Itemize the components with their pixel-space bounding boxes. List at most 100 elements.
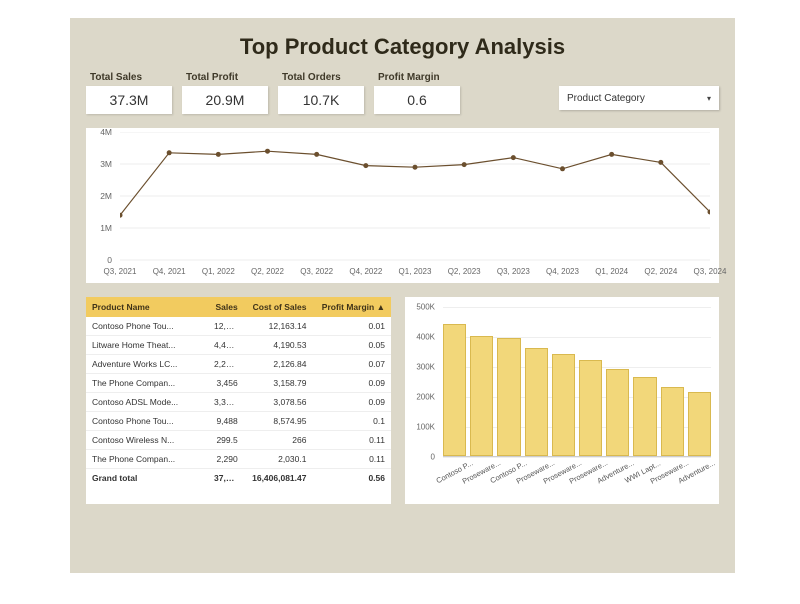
- bar-y-tick-label: 500K: [416, 303, 435, 312]
- top-products-bar-chart[interactable]: 0 100K 200K 300K 400K 500K Contoso P...Prosew…: [405, 297, 719, 504]
- x-tick-label: Q1, 2024: [595, 267, 628, 276]
- table-cell: 0.09: [312, 374, 391, 393]
- bar[interactable]: [552, 354, 575, 456]
- table-cell: 0.07: [312, 355, 391, 374]
- table-cell: 0.05: [312, 336, 391, 355]
- table-header[interactable]: Product Name: [86, 297, 208, 317]
- table-cell: 2,126.84: [244, 355, 313, 374]
- table-header[interactable]: Profit Margin ▲: [312, 297, 391, 317]
- bar[interactable]: [579, 360, 602, 456]
- table-cell: 299.5: [208, 431, 244, 450]
- table-header[interactable]: Sales: [208, 297, 244, 317]
- y-tick-label: 4M: [100, 127, 112, 137]
- table-cell: Grand total: [86, 469, 208, 488]
- x-tick-label: Q3, 2024: [694, 267, 727, 276]
- kpi-value: 37.3M: [86, 86, 172, 114]
- table-row[interactable]: The Phone Compan...2,2902,030.10.11: [86, 450, 391, 469]
- table-cell: 0.09: [312, 393, 391, 412]
- bar-y-tick-label: 400K: [416, 333, 435, 342]
- bar-y-tick-label: 0: [431, 453, 435, 462]
- table-cell: 0.1: [312, 412, 391, 431]
- table-cell: 12,163.14: [244, 317, 313, 336]
- x-tick-label: Q4, 2021: [153, 267, 186, 276]
- table-row[interactable]: Litware Home Theat...4,432.64,190.530.05: [86, 336, 391, 355]
- table-cell: Contoso Wireless N...: [86, 431, 208, 450]
- y-tick-label: 3M: [100, 159, 112, 169]
- bottom-row: Product NameSalesCost of SalesProfit Mar…: [86, 297, 719, 504]
- table-row[interactable]: Contoso Phone Tou...12,327.2812,163.140.…: [86, 317, 391, 336]
- table-cell: 0.11: [312, 450, 391, 469]
- bar-y-tick-label: 100K: [416, 423, 435, 432]
- table-cell: 3,158.79: [244, 374, 313, 393]
- kpi-label: Total Profit: [182, 72, 268, 83]
- table-cell: The Phone Compan...: [86, 450, 208, 469]
- bar-chart-bars: [443, 307, 711, 457]
- y-tick-label: 2M: [100, 191, 112, 201]
- product-category-dropdown[interactable]: Product Category ▾: [559, 86, 719, 110]
- line-chart-svg: [120, 132, 710, 266]
- table-row[interactable]: Contoso Phone Tou...9,4888,574.950.1: [86, 412, 391, 431]
- bar[interactable]: [688, 392, 711, 457]
- x-tick-label: Q4, 2023: [546, 267, 579, 276]
- table-total-row: Grand total37,313,446.7816,406,081.470.5…: [86, 469, 391, 488]
- table-row[interactable]: The Phone Compan...3,4563,158.790.09: [86, 374, 391, 393]
- chevron-down-icon: ▾: [707, 94, 711, 103]
- bar[interactable]: [633, 377, 656, 457]
- bar[interactable]: [497, 338, 520, 457]
- kpi-total-sales: Total Sales 37.3M: [86, 72, 172, 114]
- table-cell: Contoso ADSL Mode...: [86, 393, 208, 412]
- x-tick-label: Q3, 2022: [300, 267, 333, 276]
- kpi-profit-margin: Profit Margin 0.6: [374, 72, 460, 114]
- table-header[interactable]: Cost of Sales: [244, 297, 313, 317]
- bar[interactable]: [606, 369, 629, 456]
- table-cell: 3,078.56: [244, 393, 313, 412]
- table-cell: 266: [244, 431, 313, 450]
- x-tick-label: Q2, 2023: [448, 267, 481, 276]
- table-cell: 3,456: [208, 374, 244, 393]
- table-cell: 0.56: [312, 469, 391, 488]
- bar[interactable]: [443, 324, 466, 456]
- kpi-total-profit: Total Profit 20.9M: [182, 72, 268, 114]
- bar-y-tick-label: 300K: [416, 363, 435, 372]
- table-cell: Litware Home Theat...: [86, 336, 208, 355]
- table-cell: 3,375.02: [208, 393, 244, 412]
- table-row[interactable]: Contoso Wireless N...299.52660.11: [86, 431, 391, 450]
- dropdown-container: Product Category ▾: [559, 86, 719, 110]
- kpi-value: 20.9M: [182, 86, 268, 114]
- x-tick-label: Q3, 2021: [104, 267, 137, 276]
- table-cell: 8,574.95: [244, 412, 313, 431]
- table-cell: 4,432.6: [208, 336, 244, 355]
- kpi-row: Total Sales 37.3M Total Profit 20.9M Tot…: [86, 72, 719, 114]
- kpi-total-orders: Total Orders 10.7K: [278, 72, 364, 114]
- dropdown-label: Product Category: [567, 93, 645, 104]
- table-cell: 9,488: [208, 412, 244, 431]
- table-cell: Contoso Phone Tou...: [86, 317, 208, 336]
- bar[interactable]: [661, 387, 684, 456]
- product-table-panel[interactable]: Product NameSalesCost of SalesProfit Mar…: [86, 297, 391, 504]
- table-cell: 16,406,081.47: [244, 469, 313, 488]
- table-row[interactable]: Contoso ADSL Mode...3,375.023,078.560.09: [86, 393, 391, 412]
- bar-chart-x-axis: Contoso P...Proseware...Contoso P...Pros…: [443, 462, 711, 502]
- table-cell: 12,327.28: [208, 317, 244, 336]
- table-cell: The Phone Compan...: [86, 374, 208, 393]
- x-tick-label: Q1, 2023: [399, 267, 432, 276]
- page-title: Top Product Category Analysis: [86, 34, 719, 60]
- sales-trend-line-chart[interactable]: 01M2M3M4M Q3, 2021Q4, 2021Q1, 2022Q2, 20…: [86, 128, 719, 283]
- table-cell: 0.01: [312, 317, 391, 336]
- table-cell: 2,279.2: [208, 355, 244, 374]
- line-chart-y-axis: 01M2M3M4M: [86, 132, 116, 260]
- y-tick-label: 1M: [100, 223, 112, 233]
- dashboard-container: Top Product Category Analysis Total Sale…: [70, 18, 735, 573]
- bar-y-tick-label: 200K: [416, 393, 435, 402]
- table-row[interactable]: Adventure Works LC...2,279.22,126.840.07: [86, 355, 391, 374]
- kpi-value: 10.7K: [278, 86, 364, 114]
- x-tick-label: Q3, 2023: [497, 267, 530, 276]
- table-cell: Contoso Phone Tou...: [86, 412, 208, 431]
- bar-chart-y-axis: 0100K200K300K400K500K: [405, 307, 439, 457]
- kpi-label: Profit Margin: [374, 72, 460, 83]
- bar[interactable]: [525, 348, 548, 456]
- bar[interactable]: [470, 336, 493, 456]
- kpi-label: Total Orders: [278, 72, 364, 83]
- table-cell: 37,313,446.78: [208, 469, 244, 488]
- table-cell: 4,190.53: [244, 336, 313, 355]
